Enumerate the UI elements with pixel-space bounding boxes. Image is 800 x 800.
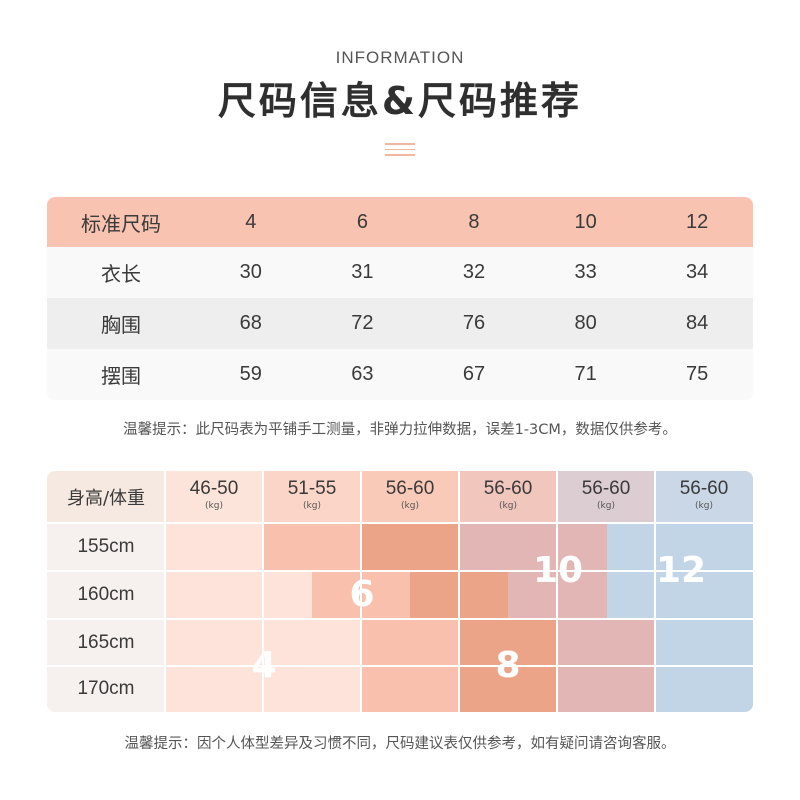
size-10-label: 10: [532, 550, 584, 591]
table-header-cell: 12: [686, 210, 709, 233]
table-row: 胸围 68 72 76 80 84: [47, 298, 753, 349]
table-cell: 75: [686, 363, 709, 385]
weight-range: 56-60: [679, 478, 729, 499]
size-recommendation-grid: 身高/体重 46-50 (kg) 51-55 (kg) 56-60 (kg) 56-6…: [47, 471, 753, 712]
weight-unit: (kg): [205, 501, 223, 511]
table-cell: 71: [574, 363, 597, 385]
grid-line: [458, 471, 460, 712]
table-cell: 68: [239, 312, 262, 334]
table-cell: 76: [462, 312, 486, 334]
size-cell: [607, 523, 753, 571]
table-cell: 59: [239, 363, 262, 385]
size-table: 标准尺码 4 6 8 10 12 衣长 30 31 32 33 34 胸围 68…: [47, 197, 753, 400]
weight-header-cell: 51-55 (kg): [263, 471, 361, 523]
weight-unit: (kg): [597, 501, 615, 511]
table-cell: 33: [574, 261, 597, 283]
height-label: 165cm: [47, 619, 165, 666]
table-cell: 34: [686, 261, 709, 283]
weight-unit: (kg): [499, 501, 517, 511]
size-table-note: 温馨提示：此尺码表为平铺手工测量，非弹力拉伸数据，误差1-3CM，数据仅供参考。: [123, 422, 677, 438]
table-cell: 衣长: [101, 262, 141, 286]
weight-header-cell: 56-60 (kg): [557, 471, 655, 523]
size-cell: [459, 523, 607, 571]
weight-range: 56-60: [385, 478, 435, 499]
weight-range: 51-55: [287, 478, 337, 499]
table-cell: 胸围: [101, 313, 141, 337]
weight-unit: (kg): [401, 501, 419, 511]
grid-corner-label: 身高/体重: [47, 471, 165, 523]
section-subtitle: INFORMATION: [335, 48, 465, 67]
size-cell: [459, 619, 557, 666]
table-row: 摆围 59 63 67 71 75: [47, 349, 753, 400]
height-label: 160cm: [47, 571, 165, 619]
grid-line: [360, 471, 362, 712]
size-12-label: 12: [655, 550, 707, 591]
size-cell: [361, 523, 459, 571]
size-cell: [165, 523, 263, 571]
grid-line: [654, 471, 656, 712]
table-cell: 30: [239, 261, 262, 283]
table-header-cell: 标准尺码: [81, 211, 161, 236]
grid-line: [262, 471, 264, 712]
table-row: 衣长 30 31 32 33 34: [47, 247, 753, 298]
grid-line: [47, 522, 753, 524]
size-cell: [655, 666, 753, 712]
table-header-cell: 10: [574, 210, 597, 233]
table-cell: 80: [574, 312, 597, 334]
page-title: 尺码信息&尺码推荐: [217, 79, 583, 123]
size-table-header-row: 标准尺码 4 6 8 10 12: [47, 197, 753, 247]
size-cell: [459, 666, 557, 712]
size-cell: [655, 619, 753, 666]
height-label: 155cm: [47, 523, 165, 571]
table-cell: 84: [686, 312, 709, 334]
table-header-cell: 6: [356, 210, 368, 233]
table-cell: 摆围: [101, 364, 141, 388]
table-cell: 67: [462, 363, 486, 385]
size-6-label: 6: [349, 574, 375, 615]
weight-unit: (kg): [695, 501, 713, 511]
weight-range: 56-60: [581, 478, 631, 499]
weight-header-cell: 46-50 (kg): [165, 471, 263, 523]
grid-line: [47, 570, 753, 572]
weight-header-cell: 56-60 (kg): [459, 471, 557, 523]
height-label: 170cm: [47, 666, 165, 712]
grid-line: [556, 471, 558, 712]
weight-range: 56-60: [483, 478, 533, 499]
table-header-cell: 4: [245, 210, 257, 233]
weight-unit: (kg): [303, 501, 321, 511]
grid-line: [164, 471, 166, 712]
size-cell: [607, 571, 753, 619]
size-cell: [557, 666, 655, 712]
weight-header-cell: 56-60 (kg): [361, 471, 459, 523]
table-cell: 32: [462, 261, 486, 283]
size-cell: [165, 571, 312, 619]
table-cell: 31: [351, 261, 374, 283]
table-cell: 63: [351, 363, 374, 385]
size-8-label: 8: [495, 645, 521, 686]
grid-line: [47, 665, 753, 667]
weight-header-cell: 56-60 (kg): [655, 471, 753, 523]
grid-line: [47, 618, 753, 620]
weight-range: 46-50: [189, 478, 239, 499]
size-cell: [263, 523, 361, 571]
size-4-label: 4: [251, 645, 277, 686]
title-divider-ornament: [385, 143, 415, 156]
recommendation-note: 温馨提示：因个人体型差异及习惯不同，尺码建议表仅供参考，如有疑问请咨询客服。: [124, 736, 676, 752]
size-cell: [557, 619, 655, 666]
size-cell: [361, 619, 459, 666]
table-header-cell: 8: [468, 210, 480, 233]
table-cell: 72: [351, 312, 374, 334]
size-cell: [361, 666, 459, 712]
